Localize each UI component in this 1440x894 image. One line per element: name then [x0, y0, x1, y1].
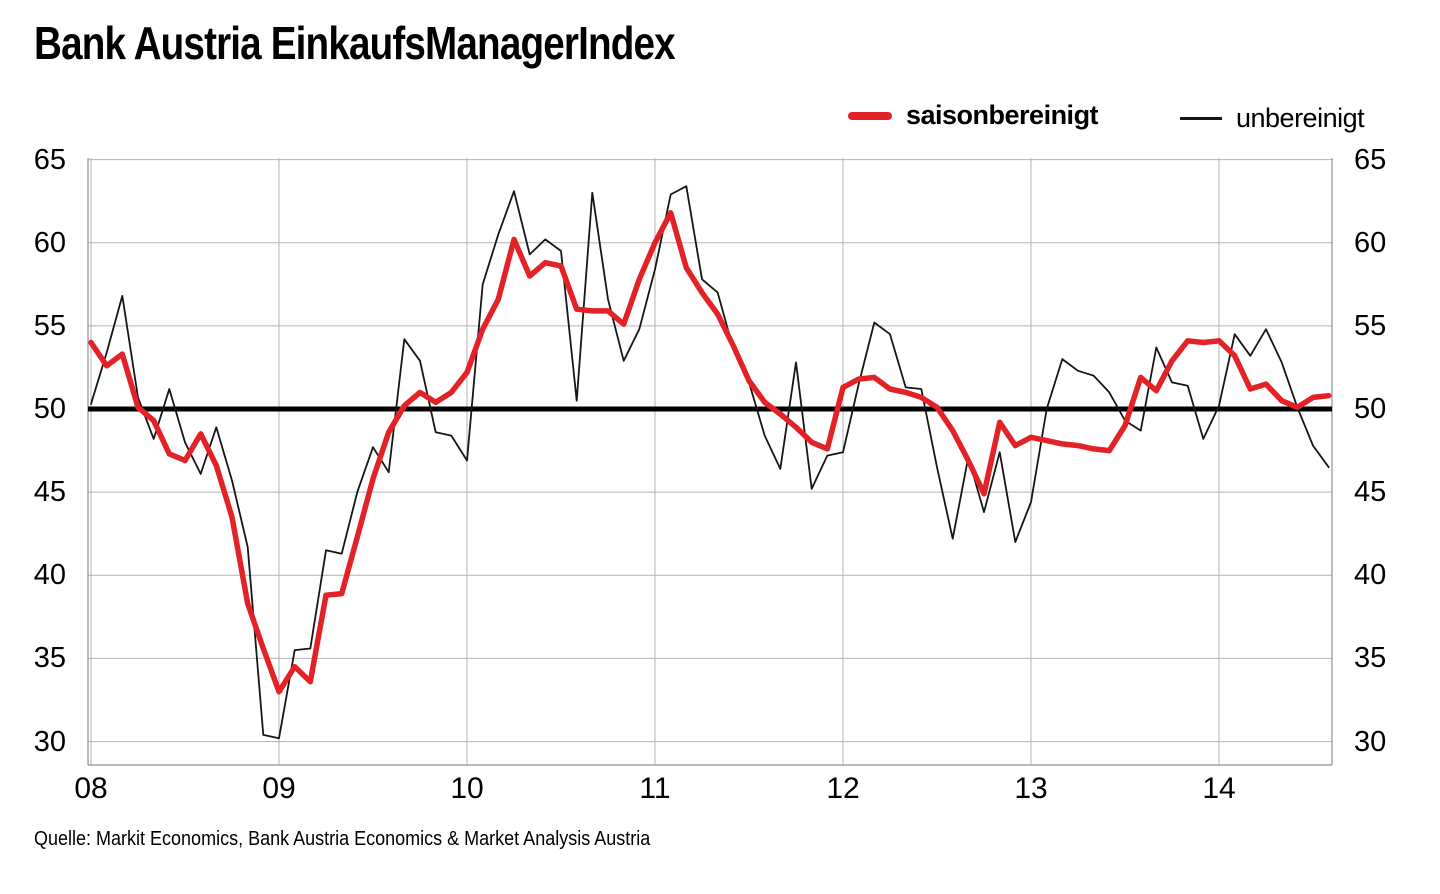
ytick-right-40: 40 — [1354, 559, 1387, 592]
xtick-year-10: 10 — [450, 772, 484, 805]
ytick-left-65: 65 — [33, 143, 66, 176]
chart-title: Bank Austria EinkaufsManagerIndex — [34, 17, 676, 69]
ytick-right-65: 65 — [1354, 143, 1387, 176]
xtick-year-12: 12 — [826, 772, 860, 805]
ytick-right-60: 60 — [1354, 226, 1387, 259]
xtick-year-14: 14 — [1202, 772, 1236, 805]
ytick-right-30: 30 — [1354, 725, 1387, 758]
ytick-left-50: 50 — [33, 393, 66, 425]
xtick-year-13: 13 — [1014, 772, 1048, 805]
ytick-right-35: 35 — [1354, 642, 1387, 675]
legend-item-saisonbereinigt: saisonbereinigt — [848, 100, 1099, 131]
legend-red-line-swatch-icon — [848, 111, 892, 120]
series-line-unbereinigt — [90, 185, 1330, 740]
legend-black-line-swatch-icon — [1180, 117, 1222, 120]
ytick-right-55: 55 — [1354, 309, 1387, 342]
source-attribution: Quelle: Markit Economics, Bank Austria E… — [34, 828, 651, 850]
xtick-year-09: 09 — [262, 772, 296, 805]
ytick-right-45: 45 — [1354, 476, 1387, 509]
ytick-left-35: 35 — [33, 642, 66, 675]
ytick-right-50: 50 — [1354, 393, 1387, 425]
ytick-left-40: 40 — [33, 559, 66, 592]
legend-label-saisonbereinigt: saisonbereinigt — [906, 100, 1099, 130]
ytick-left-45: 45 — [33, 476, 66, 509]
legend-item-unbereinigt: unbereinigt — [1180, 103, 1365, 134]
legend-label-unbereinigt: unbereinigt — [1236, 103, 1365, 133]
ytick-left-30: 30 — [33, 725, 66, 758]
xtick-year-08: 08 — [74, 772, 108, 805]
ytick-left-60: 60 — [33, 226, 66, 259]
series-line-saisonbereinigt — [88, 210, 1332, 695]
ytick-left-55: 55 — [33, 309, 66, 342]
xtick-year-11: 11 — [639, 772, 671, 805]
